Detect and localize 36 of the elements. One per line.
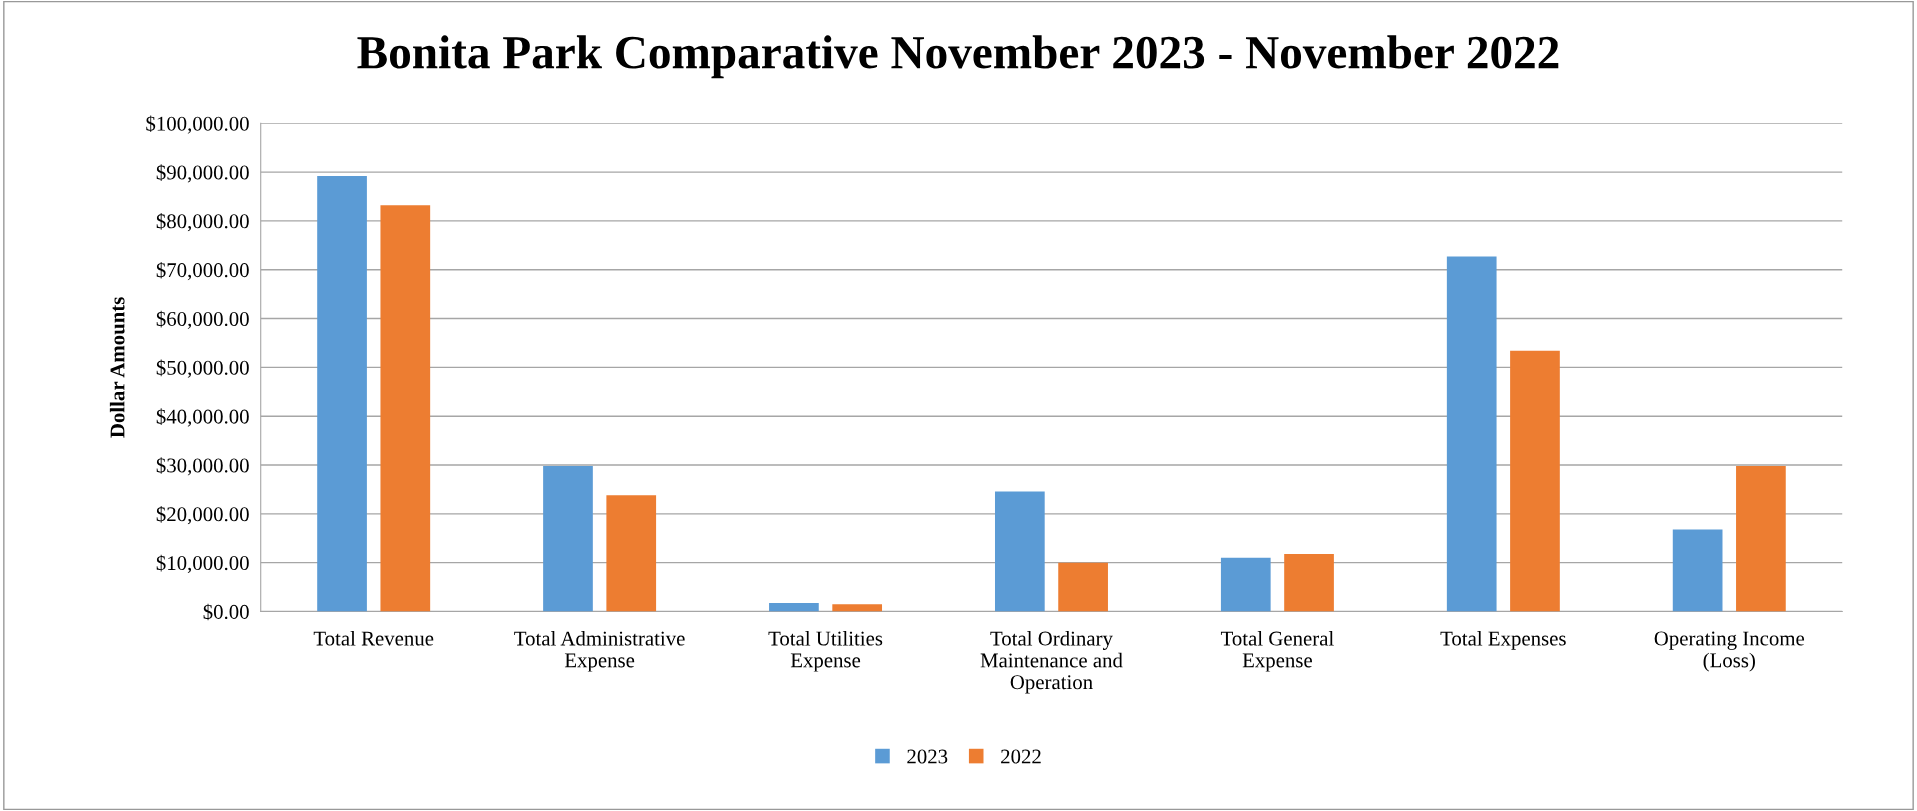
x-tick-label: Total Ordinary Maintenance and Operation bbox=[980, 630, 1123, 694]
y-tick-label: $50,000.00 bbox=[156, 359, 249, 378]
bar bbox=[1284, 553, 1334, 612]
y-tick-label: $40,000.00 bbox=[156, 408, 249, 427]
y-tick-label: $100,000.00 bbox=[146, 115, 249, 134]
y-tick-label: $70,000.00 bbox=[156, 261, 249, 281]
x-tick-label: Total Expenses bbox=[1440, 630, 1566, 650]
y-tick-label: $10,000.00 bbox=[156, 554, 249, 574]
bar bbox=[1510, 350, 1560, 612]
bar bbox=[380, 205, 431, 612]
y-axis-title: Dollar Amounts bbox=[109, 297, 125, 438]
bar bbox=[832, 604, 883, 612]
x-tick-label: Total Utilities Expense bbox=[768, 630, 883, 672]
bar bbox=[543, 466, 593, 612]
bar bbox=[1736, 466, 1786, 612]
legend-label: 2022 bbox=[1001, 749, 1041, 764]
y-tick-label: $30,000.00 bbox=[156, 457, 249, 476]
x-tick-label: Total Administrative Expense bbox=[514, 630, 685, 672]
y-tick-label: $90,000.00 bbox=[156, 164, 249, 183]
bar bbox=[1220, 557, 1271, 612]
y-tick-label: $60,000.00 bbox=[156, 310, 249, 329]
legend-label: 2023 bbox=[907, 749, 948, 764]
x-tick-label: Operating Income (Loss) bbox=[1654, 631, 1805, 672]
y-tick-label: $20,000.00 bbox=[156, 505, 249, 525]
y-tick-label: $80,000.00 bbox=[156, 213, 249, 232]
bar bbox=[1672, 529, 1723, 612]
chart-title: Bonita Park Comparative November 2023 - November 2022 bbox=[357, 35, 1559, 79]
bar bbox=[317, 176, 367, 612]
bar bbox=[994, 491, 1045, 612]
y-tick-label: $0.00 bbox=[203, 603, 249, 621]
bar bbox=[606, 495, 657, 612]
bar bbox=[1058, 562, 1108, 612]
bar bbox=[1446, 256, 1497, 612]
bar bbox=[769, 602, 819, 612]
x-tick-label: Total Revenue bbox=[313, 630, 434, 646]
x-tick-label: Total General Expense bbox=[1220, 630, 1334, 672]
